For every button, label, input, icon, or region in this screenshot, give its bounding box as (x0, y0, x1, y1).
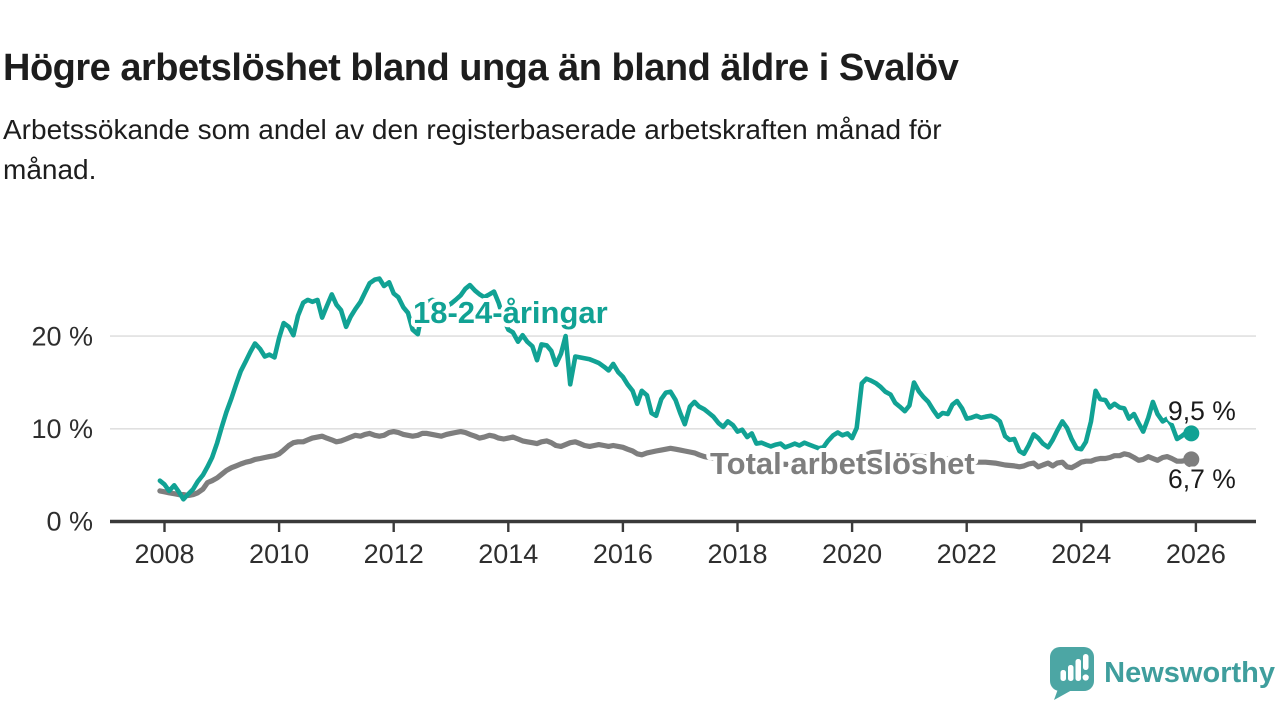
x-label-2012: 2012 (364, 539, 424, 569)
y-label-20: 20 % (31, 321, 93, 351)
series-label-total-arbetsloshet: Total arbetslöshet (710, 446, 975, 481)
end-value-label-18-24-aringar: 9,5 % (1168, 396, 1236, 426)
x-label-2020: 2020 (822, 539, 882, 569)
series-line-18-24-aringar (157, 276, 1194, 502)
y-label-0: 0 % (46, 507, 93, 537)
x-label-2014: 2014 (478, 539, 538, 569)
x-label-2010: 2010 (249, 539, 309, 569)
series-line-total-arbetsloshet (157, 429, 1194, 499)
x-label-2024: 2024 (1051, 539, 1111, 569)
end-dot-total-arbetsloshet (1183, 451, 1200, 468)
series-label-18-24-aringar: 18-24-åringar (413, 295, 608, 330)
subtitle-line-2: månad. (3, 154, 97, 185)
x-label-2008: 2008 (134, 539, 194, 569)
end-value-label-total-arbetsloshet: 6,7 % (1168, 464, 1236, 494)
newsworthy-logo: Newsworthy (1049, 646, 1275, 700)
x-label-2016: 2016 (593, 539, 653, 569)
x-label-2026: 2026 (1166, 539, 1226, 569)
x-axis-ticks (163, 523, 1198, 532)
page-title: Högre arbetslöshet bland unga än bland ä… (3, 47, 959, 90)
newsworthy-logo-text: Newsworthy (1104, 656, 1275, 689)
x-label-2022: 2022 (937, 539, 997, 569)
y-axis-labels: 0 % 10 % 20 % (31, 321, 93, 536)
page-subtitle: Arbetssökande som andel av den registerb… (3, 110, 1223, 190)
end-dot-18-24-aringar (1183, 425, 1200, 442)
subtitle-line-1: Arbetssökande som andel av den registerb… (3, 114, 942, 145)
newsworthy-logo-icon (1050, 647, 1095, 700)
x-label-2018: 2018 (707, 539, 767, 569)
y-label-10: 10 % (31, 414, 93, 444)
x-axis-labels: 2008 2010 2012 2014 2016 2018 2020 2022 … (134, 539, 1225, 569)
